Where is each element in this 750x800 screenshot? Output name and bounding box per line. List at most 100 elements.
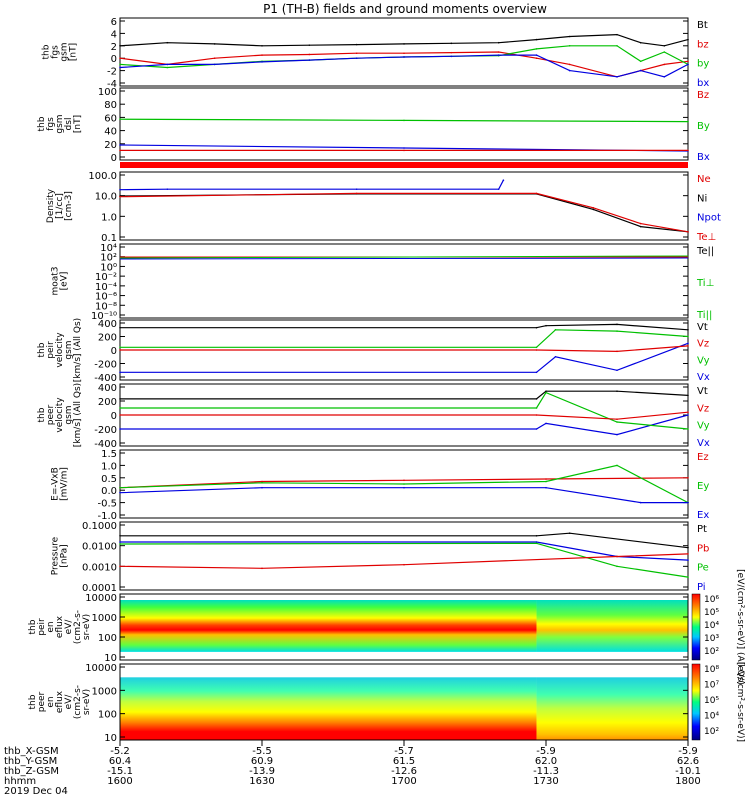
panel-frame bbox=[119, 521, 689, 591]
legend-Ez: Ez bbox=[697, 452, 709, 463]
data-point-by bbox=[616, 45, 618, 47]
status-band bbox=[120, 162, 688, 168]
legend-Vy: Vy bbox=[697, 355, 710, 366]
data-point-bx bbox=[639, 69, 642, 72]
data-point-bx bbox=[213, 63, 216, 66]
data-point-Vx bbox=[616, 433, 618, 436]
series-line-Pt bbox=[120, 532, 689, 549]
data-point-Vt bbox=[687, 328, 689, 331]
series-line-Vy bbox=[120, 329, 689, 348]
data-point-Ex bbox=[545, 486, 547, 489]
data-point-Vy bbox=[616, 421, 618, 423]
data-point-Vx bbox=[687, 414, 689, 416]
bottom-row-label: hhmm bbox=[4, 776, 36, 787]
ylabel-line: sr-eV) bbox=[82, 689, 92, 715]
ylabel-line: (cm2-s- bbox=[73, 685, 83, 719]
data-point-Vy bbox=[554, 328, 557, 331]
ytick-label: 1.0 bbox=[101, 461, 117, 472]
series-line-Vz bbox=[120, 411, 689, 420]
ylabel-line: [nT] bbox=[73, 115, 83, 133]
bottom-value: 1600 bbox=[107, 776, 132, 787]
data-point-Vt bbox=[616, 390, 618, 393]
panel-frame bbox=[119, 449, 689, 519]
data-point-Bt bbox=[450, 42, 453, 45]
data-point-Vy bbox=[119, 346, 121, 349]
moat3-line-blue bbox=[119, 257, 689, 260]
data-point-Vz bbox=[535, 349, 538, 351]
ylabel-line: [km/s] (All Qs) bbox=[73, 318, 83, 382]
series-line-Vz bbox=[120, 345, 689, 353]
legend-Ti⊥: Ti⊥ bbox=[696, 278, 714, 289]
ytick-label: 100.0 bbox=[88, 171, 117, 182]
ylabel-line: Density bbox=[46, 188, 56, 223]
data-point-Vx bbox=[545, 422, 547, 425]
colorbar-tick: 10² bbox=[704, 727, 719, 737]
bottom-value: 60.9 bbox=[251, 756, 273, 767]
ytick-label: -0.5 bbox=[97, 499, 117, 510]
colorbar-tick: 10⁵ bbox=[704, 608, 719, 618]
ytick-label: -400 bbox=[94, 439, 117, 450]
spectrogram-peer-left bbox=[120, 670, 537, 740]
chart-title: P1 (TH-B) fields and ground moments over… bbox=[263, 2, 547, 16]
ytick-label: 10⁴ bbox=[100, 243, 117, 254]
series-line-Pi bbox=[120, 541, 689, 561]
ytick-label: -400 bbox=[94, 373, 117, 384]
ytick-label: 0 bbox=[111, 54, 117, 65]
data-point-Pb bbox=[616, 555, 618, 558]
data-point-bz bbox=[403, 52, 405, 55]
data-point-Npot bbox=[502, 179, 505, 181]
ytick-label: -1.0 bbox=[97, 511, 117, 522]
legend-Ey: Ey bbox=[697, 481, 709, 492]
data-point-Ne bbox=[592, 206, 595, 209]
data-point-Ey bbox=[616, 464, 618, 467]
data-point-Pb bbox=[403, 563, 405, 566]
data-point-Ex bbox=[119, 491, 121, 494]
data-point-Bt bbox=[403, 43, 405, 45]
legend-bz: bz bbox=[697, 39, 709, 50]
series-line-Vy bbox=[120, 391, 689, 430]
legend-Pe: Pe bbox=[697, 563, 709, 574]
data-point-bx bbox=[355, 57, 358, 59]
data-point-bz bbox=[450, 51, 453, 54]
data-point-Ey bbox=[119, 486, 121, 489]
bottom-value: 1700 bbox=[391, 776, 416, 787]
data-point-Vt bbox=[616, 323, 618, 326]
series-group-6 bbox=[119, 532, 689, 578]
data-point-Pi bbox=[687, 559, 689, 561]
ytick-label: 4 bbox=[111, 29, 117, 40]
ytick-label: 100 bbox=[98, 87, 117, 98]
ytick-label: 400 bbox=[98, 383, 117, 394]
data-point-Bt bbox=[261, 45, 263, 47]
series-line-Vt bbox=[120, 323, 689, 331]
panel-frame bbox=[119, 171, 689, 241]
panel-frame bbox=[119, 593, 689, 661]
data-point-Npot bbox=[166, 188, 169, 190]
data-point-Pe bbox=[687, 576, 689, 578]
series-line-Ex bbox=[119, 487, 688, 504]
ytick-label: 400 bbox=[98, 319, 117, 330]
data-point-Vy bbox=[535, 346, 538, 349]
colorbar-tick: 10⁵ bbox=[704, 696, 719, 706]
ylabel-line: en bbox=[46, 621, 56, 632]
data-point-by bbox=[568, 45, 571, 47]
data-point-Bx bbox=[119, 144, 121, 146]
series-line-Ne bbox=[119, 192, 689, 233]
ylabel-line: thb bbox=[37, 407, 47, 422]
data-point-Vz bbox=[119, 414, 121, 416]
data-point-bz bbox=[687, 60, 689, 63]
legend-By: By bbox=[697, 121, 710, 132]
data-point-Pi bbox=[535, 541, 538, 543]
data-point-Vz bbox=[687, 345, 689, 347]
ytick-label: 10⁻⁸ bbox=[95, 301, 117, 312]
bottom-row-label: thb_Z-GSM bbox=[4, 766, 59, 777]
data-point-bx bbox=[119, 66, 121, 69]
legend-Te||: Te|| bbox=[696, 246, 714, 257]
legend-Te⊥: Te⊥ bbox=[696, 232, 716, 243]
bottom-value: -5.7 bbox=[394, 746, 414, 757]
ylabel-line: eV/ bbox=[64, 619, 74, 635]
ytick-label: 1000 bbox=[92, 613, 117, 624]
data-point-Ex bbox=[261, 486, 263, 489]
colorbar-tick: 10⁴ bbox=[704, 712, 719, 722]
ytick-label: 0 bbox=[111, 411, 117, 422]
